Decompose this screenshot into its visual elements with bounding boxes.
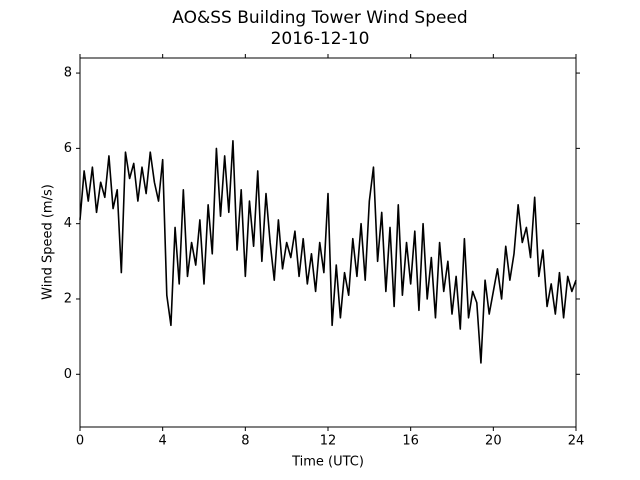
x-tick-label: 8 [241,434,249,449]
chart-subtitle: 2016-12-10 [271,29,370,49]
x-tick-label: 24 [568,434,585,449]
y-tick-label: 8 [64,66,72,81]
x-tick-label: 12 [320,434,337,449]
plot-frame [79,57,577,428]
x-tick-label: 20 [485,434,502,449]
x-axis-label: Time (UTC) [291,455,364,470]
y-tick-label: 6 [64,141,72,156]
y-tick-label: 2 [64,291,72,306]
y-tick-label: 4 [64,216,72,231]
y-axis-label: Wind Speed (m/s) [41,184,56,300]
x-tick-label: 16 [402,434,419,449]
data-line [79,140,577,364]
chart-title: AO&SS Building Tower Wind Speed [172,8,467,28]
x-tick-label: 4 [159,434,167,449]
y-tick-label: 0 [64,367,72,382]
x-tick-label: 0 [76,434,84,449]
